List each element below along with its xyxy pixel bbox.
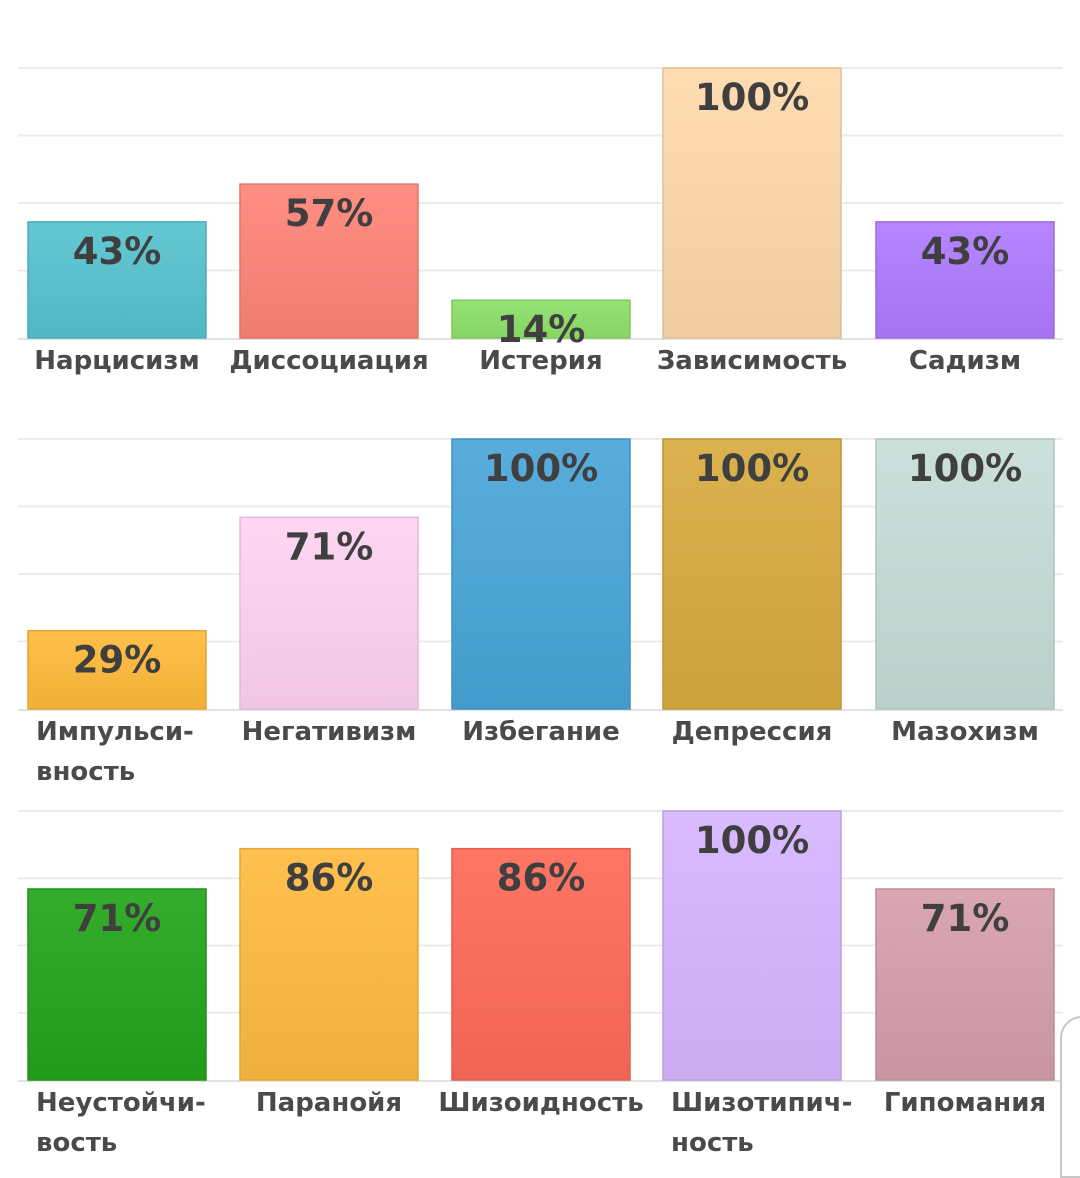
bar-value-label: 43% xyxy=(73,230,162,273)
bar-value-label: 86% xyxy=(285,857,374,900)
category-label: Диссоциация xyxy=(229,346,428,376)
bar xyxy=(27,629,207,710)
bar-value-label: 14% xyxy=(497,308,586,351)
category-label: Зависимость xyxy=(657,346,847,376)
bar-value-label: 86% xyxy=(497,857,586,900)
category-label: Нарцисизм xyxy=(34,346,199,376)
category-label: Мазохизм xyxy=(891,717,1039,747)
chart-panel-2: 29% Импульси-вность 71% Негативизм 100% Избег… xyxy=(18,438,1063,787)
bar-value-label: 100% xyxy=(695,819,809,862)
scroll-handle[interactable] xyxy=(1060,1016,1080,1178)
chart-panel-1: 43% Нарцисизм 57% Диссоциация 14%Истерия 100%… xyxy=(18,67,1063,376)
chart-panel-3: 71% Неустойчи-вость 86% Паранойя 86% Шизоидно… xyxy=(18,810,1063,1158)
bar-value-label: 43% xyxy=(921,230,1010,273)
bar-value-label: 100% xyxy=(695,447,809,490)
bar xyxy=(662,810,842,1081)
bar-value-label: 100% xyxy=(484,447,598,490)
bar xyxy=(875,888,1055,1081)
bar-value-label: 71% xyxy=(921,897,1010,940)
bar-value-label: 100% xyxy=(695,76,809,119)
bar xyxy=(451,438,631,710)
bar-value-label: 71% xyxy=(285,525,374,568)
bar xyxy=(875,438,1055,710)
category-label: Истерия xyxy=(479,346,602,376)
bar-value-label: 100% xyxy=(908,447,1022,490)
bar xyxy=(239,183,419,339)
category-label: Садизм xyxy=(909,346,1021,376)
bar xyxy=(27,221,207,339)
bar xyxy=(451,847,631,1081)
category-label: вность xyxy=(36,757,135,787)
category-label: вость xyxy=(36,1128,117,1158)
bar-value-label: 71% xyxy=(73,897,162,940)
bar-value-label: 29% xyxy=(73,639,162,682)
bar xyxy=(875,221,1055,339)
bar xyxy=(662,438,842,710)
category-label: Избегание xyxy=(462,717,620,747)
category-label: ность xyxy=(671,1128,754,1158)
category-label: Неустойчи- xyxy=(36,1088,206,1118)
category-label: Негативизм xyxy=(242,717,417,747)
category-label: Шизотипич- xyxy=(671,1088,852,1118)
bar xyxy=(239,847,419,1081)
category-label: Депрессия xyxy=(672,717,833,747)
category-label: Паранойя xyxy=(256,1088,402,1118)
bar xyxy=(239,516,419,710)
category-label: Импульси- xyxy=(36,717,194,747)
bar-value-label: 57% xyxy=(285,192,374,235)
bar xyxy=(662,67,842,339)
category-label: Гипомания xyxy=(884,1088,1046,1118)
category-label: Шизоидность xyxy=(438,1088,643,1118)
bar xyxy=(451,299,631,339)
bar xyxy=(27,888,207,1081)
